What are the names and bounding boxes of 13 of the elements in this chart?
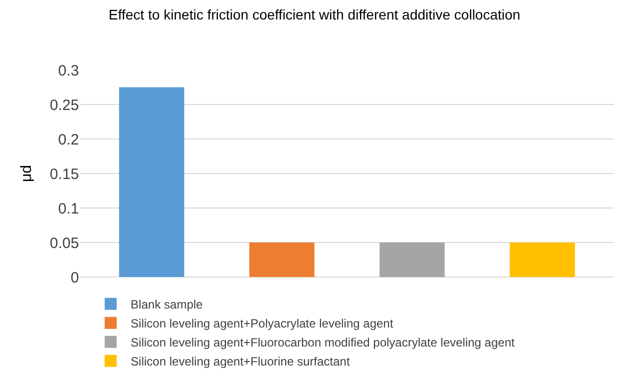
legend-label: Silicon leveling agent+Fluorine surfactant [130, 354, 350, 369]
y-tick-label: 0.1 [58, 200, 79, 218]
y-tick-label: 0.2 [58, 131, 79, 148]
y-tick-label: 0.25 [50, 96, 79, 114]
legend-label: Silicon leveling agent+Fluorocarbon modified polyacrylate leveling agent [130, 336, 516, 350]
y-tick-label: 0.3 [58, 62, 79, 80]
y-tick-label: 0 [70, 269, 79, 286]
chart-title: Effect to kinetic friction coefficient with different additive collocation [108, 6, 520, 22]
legend-label: Silicon leveling agent+Polyacrylate leveling agent [130, 316, 394, 331]
y-tick-label: 0.15 [50, 166, 79, 183]
y-axis-title: μd [18, 165, 36, 182]
legend-label: Blank sample [130, 298, 204, 312]
y-tick-label: 0.05 [50, 234, 79, 252]
